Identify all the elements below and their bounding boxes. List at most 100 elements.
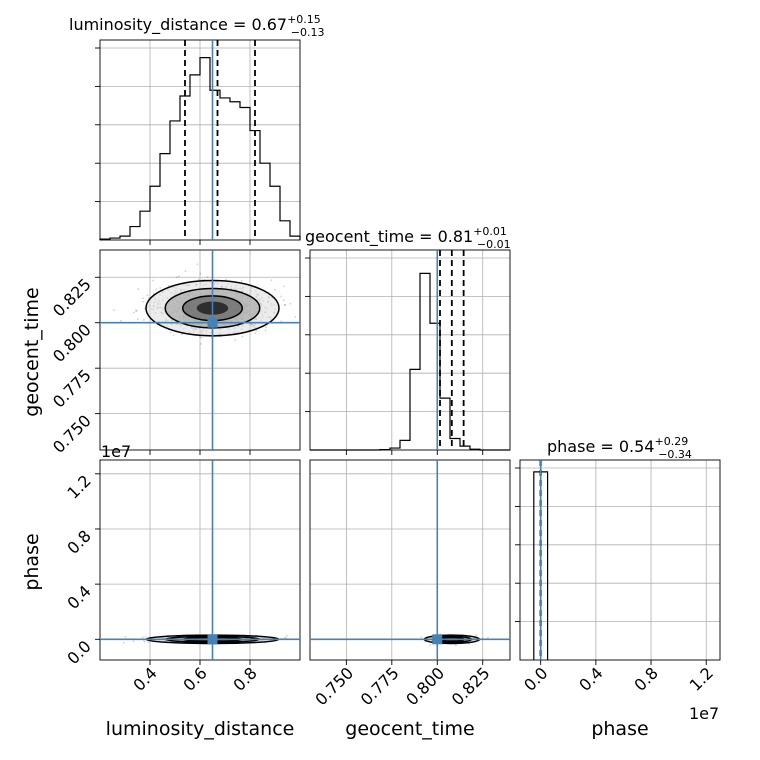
chart-marks: 0.4 0.6 0.8 0.750 0.775 0.800 0.825 0.0 0.4 0.8 1.…: [49, 39, 721, 709]
2d-luminosity_distance-geocent_time-point-223: [284, 304, 287, 307]
2d-luminosity_distance-geocent_time-point-571: [264, 329, 267, 332]
2d-luminosity_distance-geocent_time-point-1293: [234, 339, 237, 341]
2d-luminosity_distance-geocent_time-point-285: [201, 278, 204, 281]
title-lumi-median: 0.67: [251, 15, 287, 34]
xtick-label-geo-3: 0.825: [448, 663, 494, 709]
2d-luminosity_distance-geocent_time-point-1281: [254, 332, 257, 335]
2d-luminosity_distance-geocent_time-point-262: [184, 270, 187, 273]
2d-luminosity_distance-geocent_time-point-196: [283, 285, 285, 288]
2d-luminosity_distance-geocent_time-point-1206: [282, 299, 285, 302]
xtick-label-lumi-0: 0.4: [129, 663, 160, 694]
2d-luminosity_distance-geocent_time-point-465: [136, 318, 139, 321]
title-lumi-param: luminosity_distance: [69, 15, 228, 35]
2d-luminosity_distance-phase-point-18: [141, 636, 144, 639]
2d-luminosity_distance-geocent_time-point-522: [196, 263, 199, 266]
title-phase: phase = 0.54+0.29 −0.34: [547, 435, 692, 461]
2d-luminosity_distance-phase-point-79: [144, 635, 147, 638]
2d-luminosity_distance-geocent_time-point-244: [135, 309, 138, 312]
hist-luminosity_distance-step: [99, 57, 301, 240]
2d-luminosity_distance-geocent_time-point-237: [265, 326, 267, 329]
xtick-label-lumi-2: 0.8: [229, 663, 260, 694]
ytick-label-phase-2: 0.8: [63, 526, 94, 557]
2d-luminosity_distance-geocent_time-point-175: [120, 319, 122, 322]
2d-luminosity_distance-geocent_time-point-538: [294, 316, 297, 318]
2d-luminosity_distance-geocent_time-point-1054: [175, 276, 178, 279]
ytick-label-geo-0: 0.750: [49, 411, 95, 457]
2d-luminosity_distance-geocent_time-point-1275: [142, 300, 145, 303]
2d-luminosity_distance-geocent_time-point-1373: [172, 334, 175, 337]
xtick-label-phase-2: 0.8: [630, 663, 661, 694]
2d-luminosity_distance-geocent_time-point-1260: [181, 333, 183, 336]
title-geo-median: 0.81: [438, 227, 474, 246]
title-lumi-upper: +0.15: [287, 13, 321, 26]
2d-luminosity_distance-phase-point-386: [285, 634, 288, 637]
2d-geocent_time-phase-truth-marker: [432, 634, 443, 645]
title-phase-upper: +0.29: [654, 435, 688, 448]
title-geo-upper: +0.01: [473, 225, 507, 238]
xlabel-luminosity-distance: luminosity_distance: [106, 718, 295, 740]
ytick-label-phase-0: 0.0: [63, 637, 94, 668]
2d-luminosity_distance-geocent_time-point-1069: [137, 288, 140, 290]
xlabel-geocent-time: geocent_time: [345, 718, 474, 740]
2d-luminosity_distance-geocent_time-point-531: [274, 288, 276, 291]
xtick-label-phase-1: 0.4: [575, 663, 606, 694]
2d-luminosity_distance-geocent_time-point-1002: [199, 273, 202, 275]
2d-luminosity_distance-geocent_time-point-1025: [197, 278, 200, 281]
2d-luminosity_distance-phase-point-19: [132, 640, 135, 643]
ytick-label-phase-3: 1.2: [63, 471, 94, 502]
2d-luminosity_distance-geocent_time-point-1010: [169, 331, 172, 334]
offset-text-x-phase: 1e7: [689, 704, 719, 723]
title-phase-median: 0.54: [619, 437, 655, 456]
2d-luminosity_distance-geocent_time-point-659: [206, 276, 209, 278]
title-geo-param: geocent_time: [305, 227, 414, 247]
2d-luminosity_distance-geocent_time-point-922: [255, 329, 258, 332]
2d-luminosity_distance-geocent_time-point-418: [142, 297, 144, 300]
title-phase-param: phase: [547, 437, 595, 456]
2d-luminosity_distance-geocent_time-point-1086: [280, 295, 282, 298]
2d-luminosity_distance-phase-point-236: [124, 635, 127, 638]
xtick-label-lumi-1: 0.6: [179, 663, 210, 694]
ytick-label-geo-3: 0.825: [49, 275, 95, 321]
2d-geocent_time-phase-point-380: [454, 644, 457, 647]
2d-luminosity_distance-geocent_time-point-444: [152, 279, 154, 282]
hist-geocent_time-frame: [309, 249, 511, 451]
2d-luminosity_distance-phase-point-222: [147, 641, 150, 644]
title-luminosity-distance: luminosity_distance = 0.67+0.15 −0.13: [69, 13, 325, 39]
2d-luminosity_distance-geocent_time-point-923: [224, 278, 227, 281]
ylabel-phase: phase: [21, 533, 43, 590]
2d-luminosity_distance-geocent_time-point-1259: [200, 336, 203, 339]
title-geo-lower: −0.01: [477, 238, 511, 251]
2d-geocent_time-phase-point-73: [420, 636, 423, 638]
2d-luminosity_distance-geocent_time-point-1096: [155, 288, 158, 291]
offset-text-y-phase: 1e7: [101, 442, 131, 461]
2d-luminosity_distance-geocent_time-point-978: [280, 320, 283, 323]
2d-luminosity_distance-geocent_time-point-314: [270, 279, 273, 282]
2d-geocent_time-phase-point-282: [475, 634, 478, 636]
2d-luminosity_distance-geocent_time-point-367: [200, 343, 202, 345]
2d-luminosity_distance-geocent_time-point-1267: [240, 280, 243, 282]
2d-luminosity_distance-phase-point-174: [143, 641, 146, 643]
xlabel-phase: phase: [591, 718, 648, 740]
2d-luminosity_distance-geocent_time-point-1384: [199, 335, 202, 338]
2d-luminosity_distance-phase-point-455: [283, 637, 286, 639]
xtick-label-geo-0: 0.750: [311, 663, 357, 709]
2d-luminosity_distance-geocent_time-point-708: [146, 294, 149, 297]
hist-phase-frame: [519, 459, 721, 661]
xtick-label-phase-0: 0.0: [520, 663, 551, 694]
ylabel-geocent-time: geocent_time: [21, 287, 43, 416]
2d-luminosity_distance-phase-truth-marker: [207, 634, 218, 645]
title-geocent-time: geocent_time = 0.81+0.01 −0.01: [305, 225, 511, 251]
xtick-label-geo-1: 0.775: [357, 663, 403, 709]
2d-luminosity_distance-geocent_time-point-1077: [112, 309, 115, 311]
2d-luminosity_distance-geocent_time-point-1223: [241, 335, 244, 338]
2d-luminosity_distance-geocent_time-point-497: [168, 284, 170, 287]
hist-geocent_time-step: [310, 272, 510, 451]
ytick-label-geo-1: 0.775: [49, 366, 95, 412]
title-phase-lower: −0.34: [658, 448, 692, 461]
xtick-label-geo-2: 0.800: [402, 663, 448, 709]
2d-luminosity_distance-geocent_time-point-1163: [283, 303, 286, 306]
2d-geocent_time-phase-point-298: [487, 636, 489, 639]
2d-luminosity_distance-phase-point-404: [122, 641, 125, 644]
2d-geocent_time-phase-frame: [309, 459, 511, 661]
